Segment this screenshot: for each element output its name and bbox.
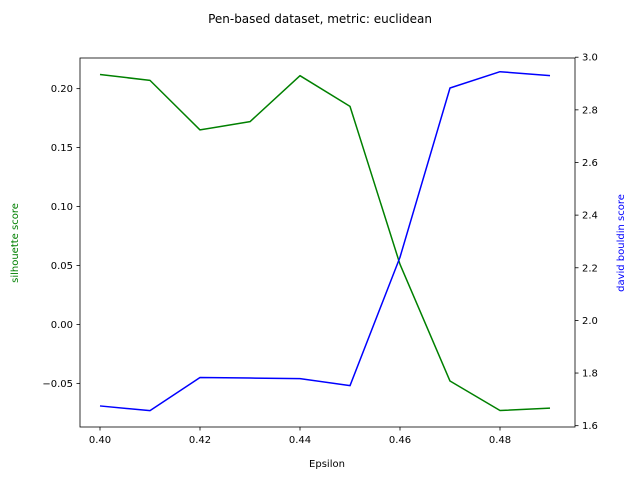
- x-axis-title: Epsilon: [309, 459, 345, 470]
- chart-title: Pen-based dataset, metric: euclidean: [208, 12, 432, 26]
- y-right-tick-label: 2.2: [582, 263, 598, 274]
- y-right-tick-label: 2.8: [582, 105, 598, 116]
- plot-frame: [79, 57, 576, 428]
- y-left-tick-label: 0.20: [51, 84, 73, 95]
- y-left-tick-label: 0.00: [51, 320, 73, 331]
- x-tick-label: 0.48: [489, 435, 511, 446]
- y-right-axis-title: david bouldin score: [616, 194, 627, 292]
- x-tick-label: 0.44: [289, 435, 311, 446]
- y-right-tick-label: 2.4: [582, 211, 598, 222]
- x-tick-label: 0.40: [89, 435, 111, 446]
- y-right-tick-label: 2.6: [582, 158, 598, 169]
- series-layer: [99, 70, 551, 412]
- y-right-tick-label: 1.6: [582, 421, 598, 432]
- y-right-tick-label: 2.0: [582, 316, 598, 327]
- silhouette-score-line: [99, 73, 551, 412]
- y-left-tick-label: −0.05: [42, 379, 73, 390]
- axes-layer: 0.40 0.42 0.44 0.46 0.48 −0.05 0.00 0.05 0.10 0.1…: [42, 53, 598, 446]
- y-right-tick-label: 3.0: [582, 53, 598, 64]
- x-tick-label: 0.42: [189, 435, 211, 446]
- y-left-tick-label: 0.10: [51, 202, 73, 213]
- y-left-tick-label: 0.05: [51, 261, 73, 272]
- y-left-axis-title: silhouette score: [10, 203, 21, 283]
- x-tick-label: 0.46: [389, 435, 411, 446]
- y-left-tick-label: 0.15: [51, 143, 73, 154]
- davies-bouldin-score-line: [99, 70, 551, 412]
- y-right-tick-label: 1.8: [582, 369, 598, 380]
